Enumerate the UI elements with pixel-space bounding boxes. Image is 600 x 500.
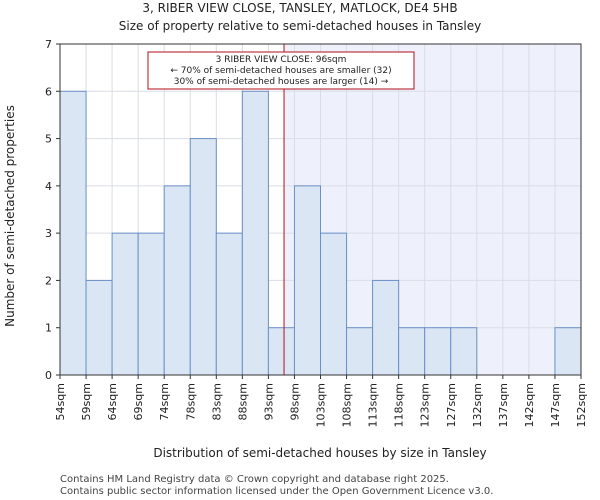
annotation-box-frame	[147, 51, 415, 90]
y-tick-label: 3	[45, 227, 52, 240]
x-tick-label: 127sqm	[445, 383, 458, 427]
x-tick-label: 74sqm	[158, 383, 171, 420]
chart-subtitle: Size of property relative to semi-detach…	[119, 19, 481, 33]
x-tick-label: 88sqm	[236, 383, 249, 420]
x-axis-label: Distribution of semi-detached houses by …	[153, 446, 486, 460]
bar-127sqm	[450, 327, 478, 376]
footer-line-2: Contains public sector information licen…	[60, 486, 493, 497]
x-tick-label: 59sqm	[80, 383, 93, 420]
x-tick-label: 108sqm	[341, 383, 354, 427]
x-tick-label: 83sqm	[210, 383, 223, 420]
x-tick-label: 118sqm	[393, 383, 406, 427]
x-tick-label: 98sqm	[288, 383, 301, 420]
x-tick-label: 69sqm	[132, 383, 145, 420]
y-tick-label: 0	[45, 369, 52, 382]
bar-78sqm	[189, 138, 217, 376]
bar-147sqm	[554, 327, 582, 376]
bar-103sqm	[320, 232, 348, 376]
x-tick-label: 113sqm	[367, 383, 380, 427]
x-tick-label: 93sqm	[262, 383, 275, 420]
x-tick-label: 147sqm	[549, 383, 562, 427]
annotation-larger: 30% of semi-detached houses are larger (…	[174, 77, 389, 87]
bar-118sqm	[398, 327, 426, 376]
annotation-smaller: ← 70% of semi-detached houses are smalle…	[170, 66, 391, 76]
annotation-box: 3 RIBER VIEW CLOSE: 96sqm ← 70% of semi-…	[147, 51, 415, 90]
y-tick-label: 5	[45, 133, 52, 146]
annotation-title: 3 RIBER VIEW CLOSE: 96sqm	[216, 55, 347, 65]
y-tick-label: 2	[45, 274, 52, 287]
x-tick-label: 103sqm	[315, 383, 328, 427]
bar-54sqm	[59, 90, 87, 376]
chart-title: 3, RIBER VIEW CLOSE, TANSLEY, MATLOCK, D…	[142, 1, 457, 15]
x-tick-label: 152sqm	[575, 383, 588, 427]
bar-88sqm	[241, 90, 269, 376]
x-tick-label: 132sqm	[471, 383, 484, 427]
y-tick-label: 1	[45, 322, 52, 335]
x-tick-label: 64sqm	[106, 383, 119, 420]
bar-69sqm	[137, 232, 165, 376]
y-tick-labels: 0 1 2 3 4 5 6 7	[45, 38, 60, 382]
x-tick-label: 137sqm	[497, 383, 510, 427]
bar-64sqm	[111, 232, 139, 376]
bars	[59, 90, 582, 376]
x-tick-label: 142sqm	[523, 383, 536, 427]
bar-59sqm	[85, 279, 113, 376]
bar-113sqm	[372, 279, 400, 376]
x-tick-label: 78sqm	[184, 383, 197, 420]
bar-98sqm	[293, 185, 322, 376]
bar-83sqm	[215, 232, 243, 376]
y-axis-label: Number of semi-detached properties	[3, 105, 17, 327]
bar-93sqm	[267, 327, 295, 376]
y-tick-label: 7	[45, 38, 52, 51]
bar-123sqm	[424, 327, 452, 376]
y-tick-label: 6	[45, 85, 52, 98]
footer-line-1: Contains HM Land Registry data © Crown c…	[60, 474, 449, 485]
bar-108sqm	[346, 327, 374, 376]
x-tick-label: 123sqm	[419, 383, 432, 427]
x-tick-labels: 54sqm 59sqm 64sqm 69sqm 74sqm 78sqm 83sqm 88sqm…	[54, 375, 588, 427]
y-tick-label: 4	[45, 180, 52, 193]
bar-74sqm	[163, 185, 191, 376]
x-tick-label: 54sqm	[54, 383, 67, 420]
